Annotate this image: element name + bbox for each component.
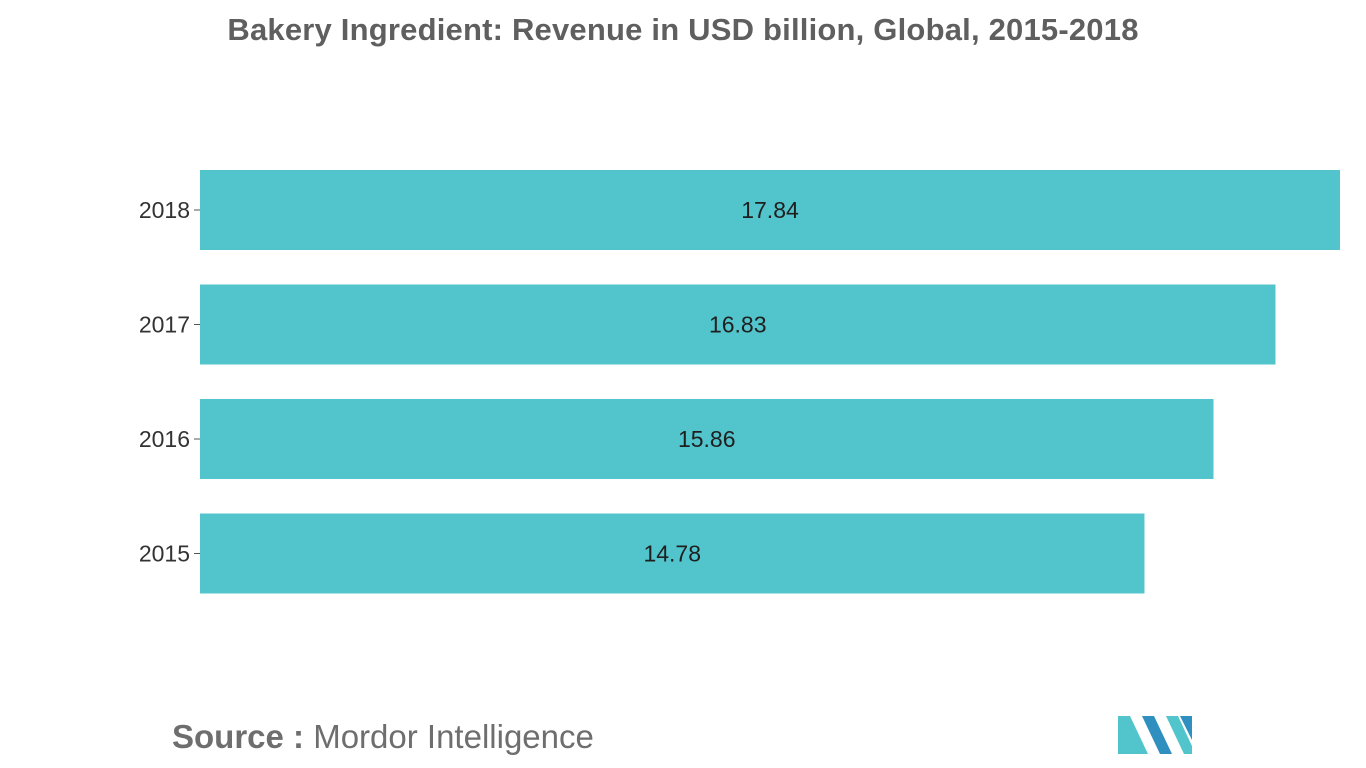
source-label: Source : xyxy=(172,718,305,755)
logo-left-shape xyxy=(1118,716,1148,754)
data-label-2018: 17.84 xyxy=(741,197,799,223)
data-label-2017: 16.83 xyxy=(709,312,767,338)
chart-title: Bakery Ingredient: Revenue in USD billio… xyxy=(227,12,1139,47)
logo-mid-shape xyxy=(1142,716,1172,754)
y-tick-label-2017: 2017 xyxy=(139,312,190,338)
bar-2015 xyxy=(200,513,1145,594)
data-label-2015: 14.78 xyxy=(643,541,701,567)
bar-chart: 2018 17.84 2017 16.83 2016 15.86 2015 14.78 xyxy=(139,170,1340,594)
y-tick-label-2015: 2015 xyxy=(139,541,190,567)
y-tick-label-2018: 2018 xyxy=(139,197,190,223)
source-text: Mordor Intelligence xyxy=(313,718,594,755)
bar-2018 xyxy=(200,170,1340,250)
logo-right-bar xyxy=(1180,716,1192,740)
data-label-2016: 15.86 xyxy=(678,426,736,452)
source-credit: Source : Mordor Intelligence xyxy=(172,718,594,756)
y-tick-label-2016: 2016 xyxy=(139,426,190,452)
bar-2016 xyxy=(200,399,1214,479)
bar-2017 xyxy=(200,284,1276,365)
logo-right-shape xyxy=(1166,716,1192,754)
mordor-intelligence-logo xyxy=(1118,716,1192,754)
